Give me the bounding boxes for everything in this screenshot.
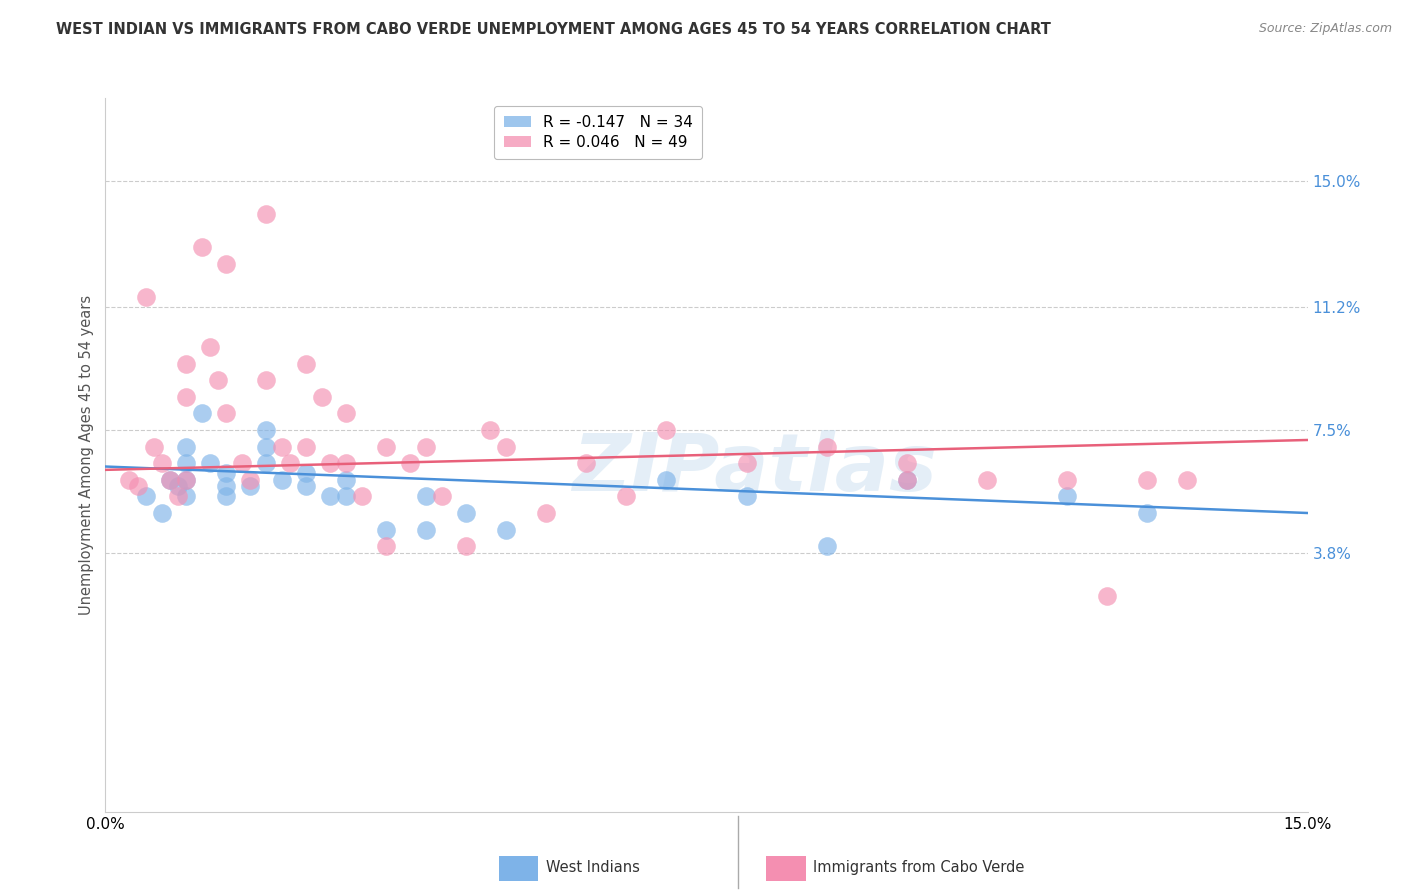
Point xyxy=(166,490,188,504)
Legend: R = -0.147   N = 34, R = 0.046   N = 49: R = -0.147 N = 34, R = 0.046 N = 49 xyxy=(495,106,702,159)
Point xyxy=(976,473,998,487)
Point xyxy=(534,506,557,520)
Point xyxy=(239,479,262,493)
Point xyxy=(815,440,838,454)
Point xyxy=(254,207,277,221)
Point xyxy=(295,466,318,480)
Point xyxy=(198,456,221,470)
Text: WEST INDIAN VS IMMIGRANTS FROM CABO VERDE UNEMPLOYMENT AMONG AGES 45 TO 54 YEARS: WEST INDIAN VS IMMIGRANTS FROM CABO VERD… xyxy=(56,22,1052,37)
Point xyxy=(335,406,357,420)
Point xyxy=(1136,473,1159,487)
Text: ZIPatlas: ZIPatlas xyxy=(572,430,938,508)
Point xyxy=(159,473,181,487)
Point xyxy=(735,490,758,504)
Point xyxy=(415,523,437,537)
Point xyxy=(214,257,236,271)
Point xyxy=(174,473,197,487)
Point xyxy=(1056,490,1078,504)
Point xyxy=(214,479,236,493)
Point xyxy=(896,456,918,470)
Point xyxy=(896,473,918,487)
Point xyxy=(479,423,502,437)
Point xyxy=(1097,589,1119,603)
Text: Source: ZipAtlas.com: Source: ZipAtlas.com xyxy=(1258,22,1392,36)
Point xyxy=(214,466,236,480)
Point xyxy=(174,490,197,504)
Point xyxy=(174,357,197,371)
Point xyxy=(1177,473,1199,487)
Point xyxy=(374,523,398,537)
Point xyxy=(575,456,598,470)
Point xyxy=(430,490,453,504)
Point xyxy=(495,440,517,454)
Point xyxy=(295,357,318,371)
Point xyxy=(399,456,422,470)
Point xyxy=(319,490,342,504)
Point xyxy=(454,539,477,553)
Point xyxy=(239,473,262,487)
Point xyxy=(1056,473,1078,487)
Point xyxy=(142,440,165,454)
Point xyxy=(335,473,357,487)
Point xyxy=(374,539,398,553)
Point xyxy=(174,473,197,487)
Point xyxy=(159,473,181,487)
Point xyxy=(174,390,197,404)
Point xyxy=(374,440,398,454)
Point xyxy=(350,490,373,504)
Point xyxy=(254,373,277,387)
Point xyxy=(166,479,188,493)
Y-axis label: Unemployment Among Ages 45 to 54 years: Unemployment Among Ages 45 to 54 years xyxy=(79,295,94,615)
Point xyxy=(495,523,517,537)
Point xyxy=(616,490,638,504)
Point xyxy=(198,340,221,354)
Point xyxy=(174,440,197,454)
Point xyxy=(335,456,357,470)
Point xyxy=(214,406,236,420)
Point xyxy=(655,423,678,437)
Point xyxy=(295,479,318,493)
Point xyxy=(127,479,149,493)
Point xyxy=(1136,506,1159,520)
Point xyxy=(231,456,253,470)
Point xyxy=(270,440,292,454)
Point xyxy=(135,290,157,304)
Point xyxy=(254,456,277,470)
Point xyxy=(190,406,212,420)
Point xyxy=(214,490,236,504)
Point xyxy=(896,473,918,487)
Point xyxy=(415,440,437,454)
Point xyxy=(735,456,758,470)
Point xyxy=(454,506,477,520)
Point xyxy=(174,456,197,470)
Point xyxy=(254,440,277,454)
Point xyxy=(190,240,212,254)
Point xyxy=(335,490,357,504)
Point xyxy=(254,423,277,437)
Point xyxy=(150,506,173,520)
Point xyxy=(135,490,157,504)
Text: Immigrants from Cabo Verde: Immigrants from Cabo Verde xyxy=(813,861,1024,875)
Point xyxy=(270,473,292,487)
Point xyxy=(415,490,437,504)
Point xyxy=(278,456,301,470)
Point xyxy=(815,539,838,553)
Point xyxy=(150,456,173,470)
Text: West Indians: West Indians xyxy=(546,861,640,875)
Point xyxy=(311,390,333,404)
Point xyxy=(118,473,141,487)
Point xyxy=(295,440,318,454)
Point xyxy=(319,456,342,470)
Point xyxy=(655,473,678,487)
Point xyxy=(207,373,229,387)
